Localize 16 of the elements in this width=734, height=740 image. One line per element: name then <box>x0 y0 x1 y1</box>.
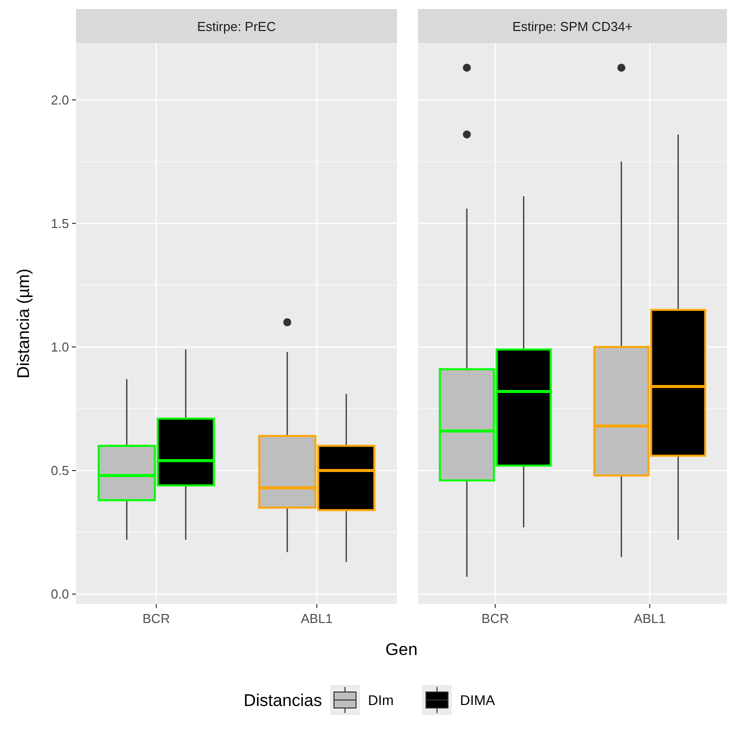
x-tick-label: ABL1 <box>300 611 333 626</box>
y-axis-title: Distancia (µm) <box>14 268 33 378</box>
y-tick-label: 1.0 <box>50 339 69 354</box>
y-tick-label: 2.0 <box>50 92 69 108</box>
legend-label: DIMA <box>460 692 496 708</box>
x-axis-title: Gen <box>385 640 418 659</box>
legend-title: Distancias <box>244 691 322 710</box>
y-tick-label: 0.0 <box>50 586 69 602</box>
chart-title: Estirpe: SPM CD34+ <box>512 19 633 34</box>
x-tick-label: ABL1 <box>634 611 666 626</box>
x-tick-label: BCR <box>142 611 170 626</box>
x-tick-label: BCR <box>482 611 509 626</box>
legend-label: DIm <box>368 692 394 708</box>
chart-title: Estirpe: PrEC <box>197 19 276 34</box>
y-tick-label: 0.5 <box>50 463 69 478</box>
y-tick-label: 1.5 <box>50 216 69 231</box>
